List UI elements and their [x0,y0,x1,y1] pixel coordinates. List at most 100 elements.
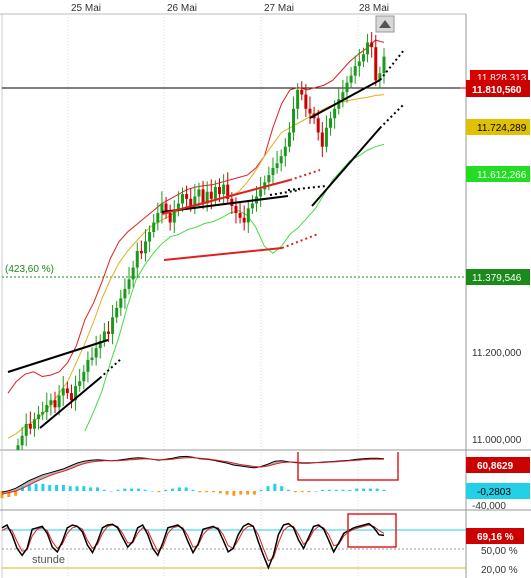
candle-body [341,92,345,100]
macd-y-tick: -40,000 [472,501,506,512]
candle-body [61,388,65,396]
stochastic-k-line [1,522,385,570]
candle-body [222,184,226,195]
candle-body [246,208,250,223]
candle-body [131,267,135,280]
price-tag-last: 11.810,560 [460,80,530,97]
trendline-red-upper [161,179,291,215]
stoch-highlight-box [347,513,397,548]
candle-body [279,156,283,164]
macd-histogram-bar [68,486,72,491]
trendline-black-3-dotted [269,189,301,196]
macd-histogram-bar [96,487,99,491]
macd-histogram-bar [0,491,4,499]
candle-body [226,184,230,199]
candle-body [94,348,98,358]
candle-body [57,395,61,408]
candle-body [218,186,222,195]
macd-histogram-bar [314,491,318,492]
trendline-red-lower-dotted [281,233,319,249]
candle-body [308,108,312,114]
candle-body [41,412,45,415]
candle-body [78,381,82,387]
macd-tag-histogram: -0,2803 [466,483,530,499]
candle-body [329,118,333,128]
svg-text:11.612,266: 11.612,266 [477,170,527,181]
candle-body [370,42,374,48]
candle-body [353,66,357,76]
macd-highlight-box [297,452,399,481]
candle-body [320,132,324,147]
candle-body [115,307,119,318]
macd-histogram-bar [225,491,229,495]
macd-histogram-bar [48,485,52,491]
macd-histogram-bar [89,487,93,491]
trendline-black-mid-dotted [287,185,327,191]
trendline-black-1 [7,339,109,373]
trendline-black-upper-recent [309,79,381,119]
svg-text:11.724,289: 11.724,289 [477,123,527,134]
macd-histogram-bar [41,483,45,491]
price-tag-lower-band: 11.612,266 [466,166,530,182]
svg-text:11.810,560: 11.810,560 [472,85,522,96]
macd-histogram-bar [382,489,386,491]
candle-body [28,423,32,429]
time-label-25-mai: 25 Mai [71,3,101,14]
macd-histogram-bar [164,489,168,491]
candle-body [316,118,320,133]
macd-histogram-bar [198,491,202,493]
svg-text:60,8629: 60,8629 [477,461,514,472]
macd-histogram-bar [273,483,277,491]
candle-body [259,189,263,197]
macd-histogram-bar [205,491,209,493]
candle-body [164,203,168,214]
candle-body [324,127,328,147]
candle-body [90,357,94,360]
macd-histogram-bar [184,487,188,491]
macd-histogram-bar [218,491,222,494]
candle-body [111,317,115,334]
stoch-y-tick-50: 50,00 % [481,546,518,557]
candle-body [333,108,337,119]
macd-histogram-bar [143,489,147,491]
macd-histogram-bar [102,489,106,491]
macd-histogram-bar [61,485,65,491]
candle-body [238,213,242,218]
candle-body [250,203,254,209]
candle-body [123,288,127,299]
macd-histogram-bar [252,491,256,495]
candle-body [156,213,160,223]
trendline-black-2 [39,377,101,429]
candle-body [135,250,139,268]
macd-histogram-bar [116,489,120,491]
macd-histogram-bar [157,491,161,493]
macd-histogram-bar [232,491,236,496]
candle-body [45,404,49,413]
candle-body [168,213,172,223]
scroll-end-marker[interactable] [375,15,395,33]
macd-histogram-bar [211,491,215,493]
candle-body [213,186,217,199]
y-tick-11000: 11.000,000 [472,435,522,446]
macd-histogram-bar [55,485,59,491]
candle-body [160,203,164,214]
candle-body [337,99,341,109]
macd-histogram-bar [259,489,263,491]
macd-histogram-bar [293,491,297,493]
macd-histogram-bar [82,486,86,491]
trendline-black-upper-recent-dotted [379,49,405,81]
price-tag-middle-band: 11.724,289 [466,119,530,135]
candle-body [139,250,143,254]
candle-body [65,388,69,394]
candle-body [32,419,36,429]
macd-histogram-bar [27,485,31,491]
candle-body [304,94,308,109]
candle-body [37,414,41,420]
candle-body [119,298,123,308]
candle-body [152,222,156,232]
macd-histogram-bar [150,491,154,492]
svg-text:69,16 %: 69,16 % [477,532,514,543]
macd-histogram-bar [171,488,175,491]
macd-histogram-bar [362,488,366,491]
